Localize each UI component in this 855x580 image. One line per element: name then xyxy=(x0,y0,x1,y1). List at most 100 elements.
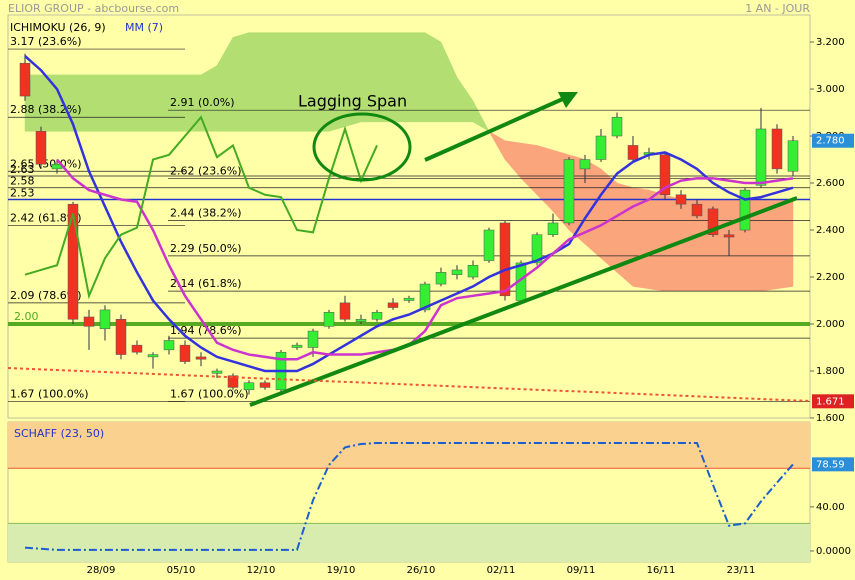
candle-body xyxy=(195,356,207,360)
cloud-segment xyxy=(424,32,442,123)
cloud-segment xyxy=(264,32,282,132)
price-marker-label: 1.671 xyxy=(816,396,845,407)
candle-body xyxy=(67,203,79,320)
candle-body xyxy=(707,208,719,235)
oversold-band xyxy=(8,523,810,562)
cloud-segment xyxy=(152,74,170,132)
cloud-segment xyxy=(408,32,426,123)
cloud-segment xyxy=(88,74,106,132)
fib-label: 1.67 (100.0%) xyxy=(10,388,89,401)
annotation-text: Lagging Span xyxy=(298,92,407,111)
candle-body xyxy=(291,344,303,348)
arrow-line xyxy=(424,96,566,162)
level-label: 2.53 xyxy=(10,186,35,199)
candle-body xyxy=(387,302,399,308)
candle-body xyxy=(467,265,479,278)
candle-body xyxy=(227,375,239,388)
price-panel: 3.2003.0002.8002.6002.4002.2002.0001.800… xyxy=(7,14,854,424)
candle-body xyxy=(131,344,143,353)
cloud-segment xyxy=(344,32,362,127)
trend-line xyxy=(249,196,798,407)
annotation-ellipse xyxy=(312,112,412,182)
candle-body xyxy=(35,131,47,165)
candle-body xyxy=(771,128,783,170)
y-tick-label: 3.000 xyxy=(816,84,845,95)
indicator-line xyxy=(24,55,794,373)
candle-body xyxy=(723,234,735,238)
candle-body xyxy=(787,140,799,172)
candle-body xyxy=(403,297,415,301)
y-tick-label: 0.0000 xyxy=(816,546,851,557)
y-tick-label: 3.200 xyxy=(816,37,845,48)
fib-label: 2.42 (61.8%) xyxy=(10,211,82,224)
fib-label: 2.91 (0.0%) xyxy=(170,96,235,109)
y-tick-label: 1.800 xyxy=(816,366,845,377)
candle-body xyxy=(691,203,703,217)
fib-label: 1.94 (78.6%) xyxy=(170,324,242,337)
candle-body xyxy=(19,62,31,97)
fib-label: 2.14 (61.8%) xyxy=(170,277,242,290)
cloud-segment xyxy=(248,32,266,132)
x-tick-label: 26/10 xyxy=(407,565,436,576)
level-label: 2.58 xyxy=(10,175,35,188)
candle-body xyxy=(755,128,767,186)
candle-body xyxy=(99,309,111,329)
last-value-label: 78.59 xyxy=(816,459,845,470)
fib-label: 2.62 (23.6%) xyxy=(170,164,242,177)
candle-body xyxy=(179,344,191,362)
fib-label: 2.44 (38.2%) xyxy=(170,207,242,220)
schaff-line xyxy=(24,441,794,551)
level-label: 2.63 xyxy=(10,163,35,176)
cloud-segment xyxy=(472,100,490,132)
cloud-segment xyxy=(280,32,298,132)
y-tick-label: 40.00 xyxy=(816,502,845,513)
x-tick-label: 16/11 xyxy=(647,565,676,576)
indicator-line xyxy=(24,115,378,300)
candle-body xyxy=(243,382,255,391)
candle-body xyxy=(83,316,95,327)
panel-title: SCHAFF (23, 50) xyxy=(14,427,104,440)
period-label: 1 AN - JOUR xyxy=(745,2,810,15)
y-tick-label: 2.400 xyxy=(816,225,845,236)
cloud-segment xyxy=(296,32,314,132)
candle-body xyxy=(627,145,639,160)
x-tick-label: 23/11 xyxy=(727,565,756,576)
indicator-line xyxy=(56,158,794,361)
x-tick-label: 02/11 xyxy=(487,565,516,576)
candle-body xyxy=(371,312,383,320)
cloud-segment xyxy=(584,159,602,259)
fib-label: 1.67 (100.0%) xyxy=(170,388,249,401)
last-value-marker xyxy=(812,457,854,472)
fib-label: 2.88 (38.2%) xyxy=(10,103,82,116)
key-level-label: 2.00 xyxy=(14,310,39,323)
fib-label: 3.17 (23.6%) xyxy=(10,35,82,48)
x-tick-label: 05/10 xyxy=(167,565,196,576)
y-tick-label: 2.200 xyxy=(816,272,845,283)
candle-body xyxy=(563,159,575,224)
x-tick-label: 19/10 xyxy=(327,565,356,576)
candle-body xyxy=(659,154,671,196)
candle-body xyxy=(611,116,623,137)
candle-body xyxy=(499,222,511,297)
arrow-head xyxy=(558,92,578,108)
indicator-label: MM (7) xyxy=(125,21,163,34)
cloud-segment xyxy=(136,74,154,132)
candle-body xyxy=(115,319,127,355)
schaff-panel: 40.00 0.0000 78.59 xyxy=(7,421,854,563)
x-tick-label: 12/10 xyxy=(247,565,276,576)
candle-body xyxy=(675,194,687,205)
candle-body xyxy=(355,319,367,322)
support-line xyxy=(7,367,811,402)
cloud-segment xyxy=(776,199,794,290)
chart-title: ELIOR GROUP - abcbourse.com xyxy=(8,2,179,15)
fib-label: 2.29 (50.0%) xyxy=(170,242,242,255)
price-marker-label: 2.780 xyxy=(816,136,845,147)
y-tick-label: 1.600 xyxy=(816,413,845,424)
candle-body xyxy=(531,234,543,264)
candle-body xyxy=(595,135,607,160)
candle-body xyxy=(147,354,159,358)
fib-label: 2.09 (78.6%) xyxy=(10,289,82,302)
candle-body xyxy=(307,330,319,348)
y-tick-label: 2.000 xyxy=(816,319,845,330)
